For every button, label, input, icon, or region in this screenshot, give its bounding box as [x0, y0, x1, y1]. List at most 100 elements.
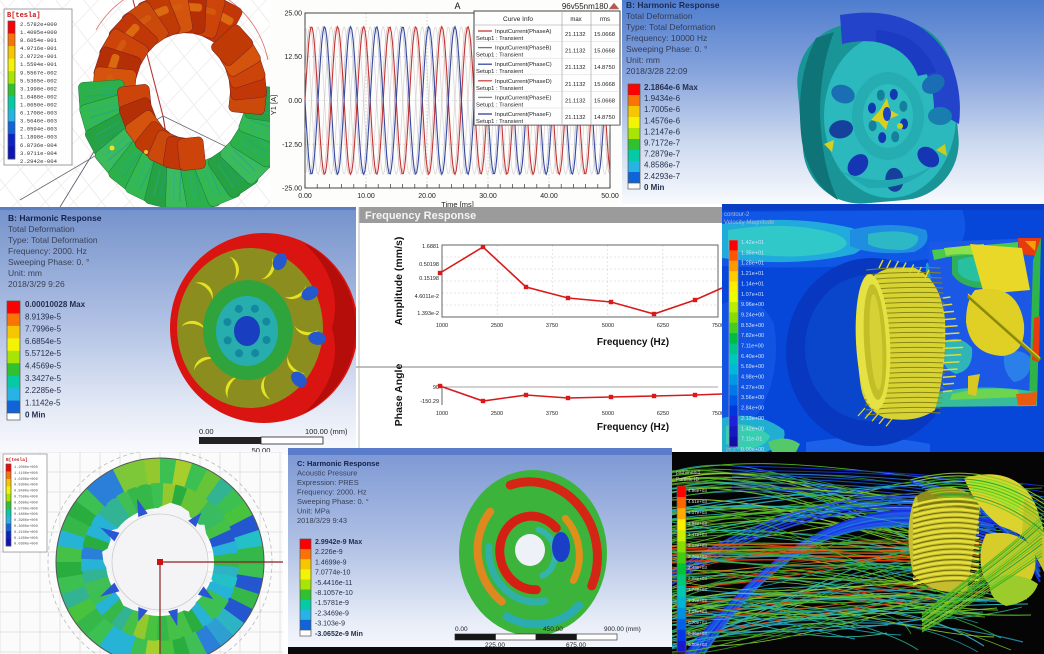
svg-text:2.2285e-5: 2.2285e-5 — [25, 386, 62, 395]
svg-text:4.27e+00: 4.27e+00 — [741, 385, 764, 391]
svg-text:B: Harmonic Response: B: Harmonic Response — [8, 213, 102, 223]
svg-text:Setup1 : Transient: Setup1 : Transient — [476, 36, 523, 42]
svg-text:0 Min: 0 Min — [644, 183, 665, 192]
svg-text:2.78e+03: 2.78e+03 — [688, 554, 707, 559]
svg-text:0.2100e+000: 0.2100e+000 — [14, 531, 38, 535]
svg-text:3.5646e-003: 3.5646e-003 — [20, 118, 57, 125]
svg-text:-3.103e-9: -3.103e-9 — [315, 621, 345, 628]
svg-text:Setup1 : Transient: Setup1 : Transient — [476, 86, 523, 92]
svg-text:0.15198: 0.15198 — [419, 276, 439, 282]
svg-text:5.5365e-002: 5.5365e-002 — [20, 77, 57, 84]
svg-text:Acoustic Pressure: Acoustic Pressure — [297, 469, 357, 478]
svg-text:7.0774e-10: 7.0774e-10 — [315, 570, 351, 577]
svg-text:3.47e+03: 3.47e+03 — [688, 532, 707, 537]
svg-text:3750: 3750 — [546, 411, 558, 417]
svg-text:Type: Total Deformation: Type: Total Deformation — [626, 22, 716, 32]
svg-text:-150.29: -150.29 — [420, 399, 439, 405]
svg-text:1.14e+01: 1.14e+01 — [741, 281, 764, 287]
svg-text:0.3000e+000: 0.3000e+000 — [14, 525, 38, 529]
svg-text:-12.50: -12.50 — [282, 142, 302, 149]
svg-text:B: Harmonic Response: B: Harmonic Response — [626, 0, 720, 10]
svg-text:Type: Total Deformation: Type: Total Deformation — [8, 235, 98, 245]
svg-text:2.1864e-6 Max: 2.1864e-6 Max — [644, 83, 698, 92]
svg-text:Curve Info: Curve Info — [503, 16, 533, 23]
svg-text:9.96e+00: 9.96e+00 — [741, 302, 764, 308]
svg-text:12.50: 12.50 — [284, 54, 302, 61]
svg-text:9.24e+00: 9.24e+00 — [741, 313, 764, 319]
svg-text:Frequency: 2000. Hz: Frequency: 2000. Hz — [8, 246, 87, 256]
svg-text:1.9434e-6: 1.9434e-6 — [644, 94, 681, 103]
svg-text:6.1708e-003: 6.1708e-003 — [20, 110, 57, 117]
svg-text:1.1898e-003: 1.1898e-003 — [20, 134, 57, 141]
svg-text:[m s^-1]: [m s^-1] — [726, 447, 744, 452]
svg-text:0.7500e+000: 0.7500e+000 — [14, 496, 38, 500]
svg-text:2018/3/29 9:43: 2018/3/29 9:43 — [297, 516, 347, 525]
svg-text:rms: rms — [600, 17, 610, 23]
svg-text:50.00: 50.00 — [252, 446, 271, 455]
svg-text:Frequency (Hz): Frequency (Hz) — [597, 337, 669, 348]
svg-text:1.39e+03: 1.39e+03 — [688, 598, 707, 603]
svg-text:1.28e+01: 1.28e+01 — [741, 261, 764, 267]
svg-text:B[tesla]: B[tesla] — [6, 457, 28, 463]
svg-text:Y1 [A]: Y1 [A] — [270, 95, 278, 115]
svg-text:675.00: 675.00 — [566, 642, 586, 649]
svg-text:1.21e+01: 1.21e+01 — [741, 271, 764, 277]
svg-text:InputCurrent(PhaseC): InputCurrent(PhaseC) — [495, 62, 552, 68]
svg-text:1.2147e-6: 1.2147e-6 — [644, 127, 681, 136]
svg-text:2.9942e-9 Max: 2.9942e-9 Max — [315, 539, 362, 546]
svg-text:1.04e+03: 1.04e+03 — [688, 609, 707, 614]
svg-text:21.1132: 21.1132 — [565, 98, 586, 104]
svg-text:-1.5781e-9: -1.5781e-9 — [315, 600, 349, 607]
svg-text:7500: 7500 — [712, 323, 722, 329]
svg-text:3.56e+00: 3.56e+00 — [741, 395, 764, 401]
svg-text:3750: 3750 — [546, 323, 558, 329]
svg-text:Sweeping Phase: 0. °: Sweeping Phase: 0. ° — [297, 497, 369, 506]
svg-text:0.00: 0.00 — [288, 98, 302, 105]
svg-text:225.00: 225.00 — [485, 642, 505, 649]
svg-text:900.00 (mm): 900.00 (mm) — [604, 626, 641, 633]
svg-text:4.51e+03: 4.51e+03 — [688, 499, 707, 504]
svg-text:2.84e+00: 2.84e+00 — [741, 406, 764, 412]
svg-text:7.11e+00: 7.11e+00 — [741, 344, 764, 350]
svg-text:96v55nm180: 96v55nm180 — [562, 2, 609, 11]
svg-text:Unit: MPa: Unit: MPa — [297, 507, 331, 516]
svg-text:Particle ID: Particle ID — [676, 477, 699, 483]
svg-text:0.00: 0.00 — [199, 427, 214, 436]
svg-text:15.0668: 15.0668 — [594, 98, 615, 104]
svg-text:-2.3469e-9: -2.3469e-9 — [315, 610, 349, 617]
svg-text:Sweeping Phase: 0. °: Sweeping Phase: 0. ° — [626, 44, 707, 54]
svg-text:0.4800e+000: 0.4800e+000 — [14, 513, 38, 517]
svg-text:pathlines-1: pathlines-1 — [676, 470, 701, 476]
svg-text:1.35e+01: 1.35e+01 — [741, 250, 764, 256]
svg-text:Expression: PRES: Expression: PRES — [297, 478, 359, 487]
svg-text:Frequency: 2000. Hz: Frequency: 2000. Hz — [297, 488, 367, 497]
svg-text:Setup1 : Transient: Setup1 : Transient — [476, 53, 523, 59]
svg-text:1000: 1000 — [436, 323, 448, 329]
svg-text:1000: 1000 — [436, 411, 448, 417]
svg-text:3.3427e-5: 3.3427e-5 — [25, 374, 62, 383]
svg-text:2.2942e-004: 2.2942e-004 — [20, 158, 58, 165]
svg-text:2500: 2500 — [491, 411, 503, 417]
svg-text:6.40e+00: 6.40e+00 — [741, 354, 764, 360]
svg-text:15.0668: 15.0668 — [594, 49, 615, 55]
svg-text:0.35e+03: 0.35e+03 — [688, 631, 707, 636]
svg-text:0.3900e+000: 0.3900e+000 — [14, 519, 38, 523]
svg-text:21.1132: 21.1132 — [565, 49, 586, 55]
svg-text:4.86e+03: 4.86e+03 — [688, 488, 707, 493]
svg-text:6.6854e-5: 6.6854e-5 — [25, 337, 62, 346]
svg-text:2500: 2500 — [491, 323, 503, 329]
svg-text:4.4569e-5: 4.4569e-5 — [25, 362, 62, 371]
svg-text:1.42e+01: 1.42e+01 — [741, 240, 764, 246]
svg-text:-5.4416e-11: -5.4416e-11 — [315, 580, 352, 587]
svg-text:0 Min: 0 Min — [25, 411, 46, 420]
svg-text:100.00 (mm): 100.00 (mm) — [305, 427, 348, 436]
svg-text:21.1132: 21.1132 — [565, 82, 586, 88]
svg-text:8.9139e-5: 8.9139e-5 — [25, 312, 62, 321]
svg-text:8.53e+00: 8.53e+00 — [741, 323, 764, 329]
svg-text:6250: 6250 — [657, 323, 669, 329]
svg-text:14.8750: 14.8750 — [594, 115, 615, 121]
svg-text:9.7172e-7: 9.7172e-7 — [644, 139, 681, 148]
svg-text:3.1998e-002: 3.1998e-002 — [20, 85, 57, 92]
svg-text:-25.00: -25.00 — [282, 186, 302, 193]
svg-text:9.5567e-002: 9.5567e-002 — [20, 69, 57, 76]
